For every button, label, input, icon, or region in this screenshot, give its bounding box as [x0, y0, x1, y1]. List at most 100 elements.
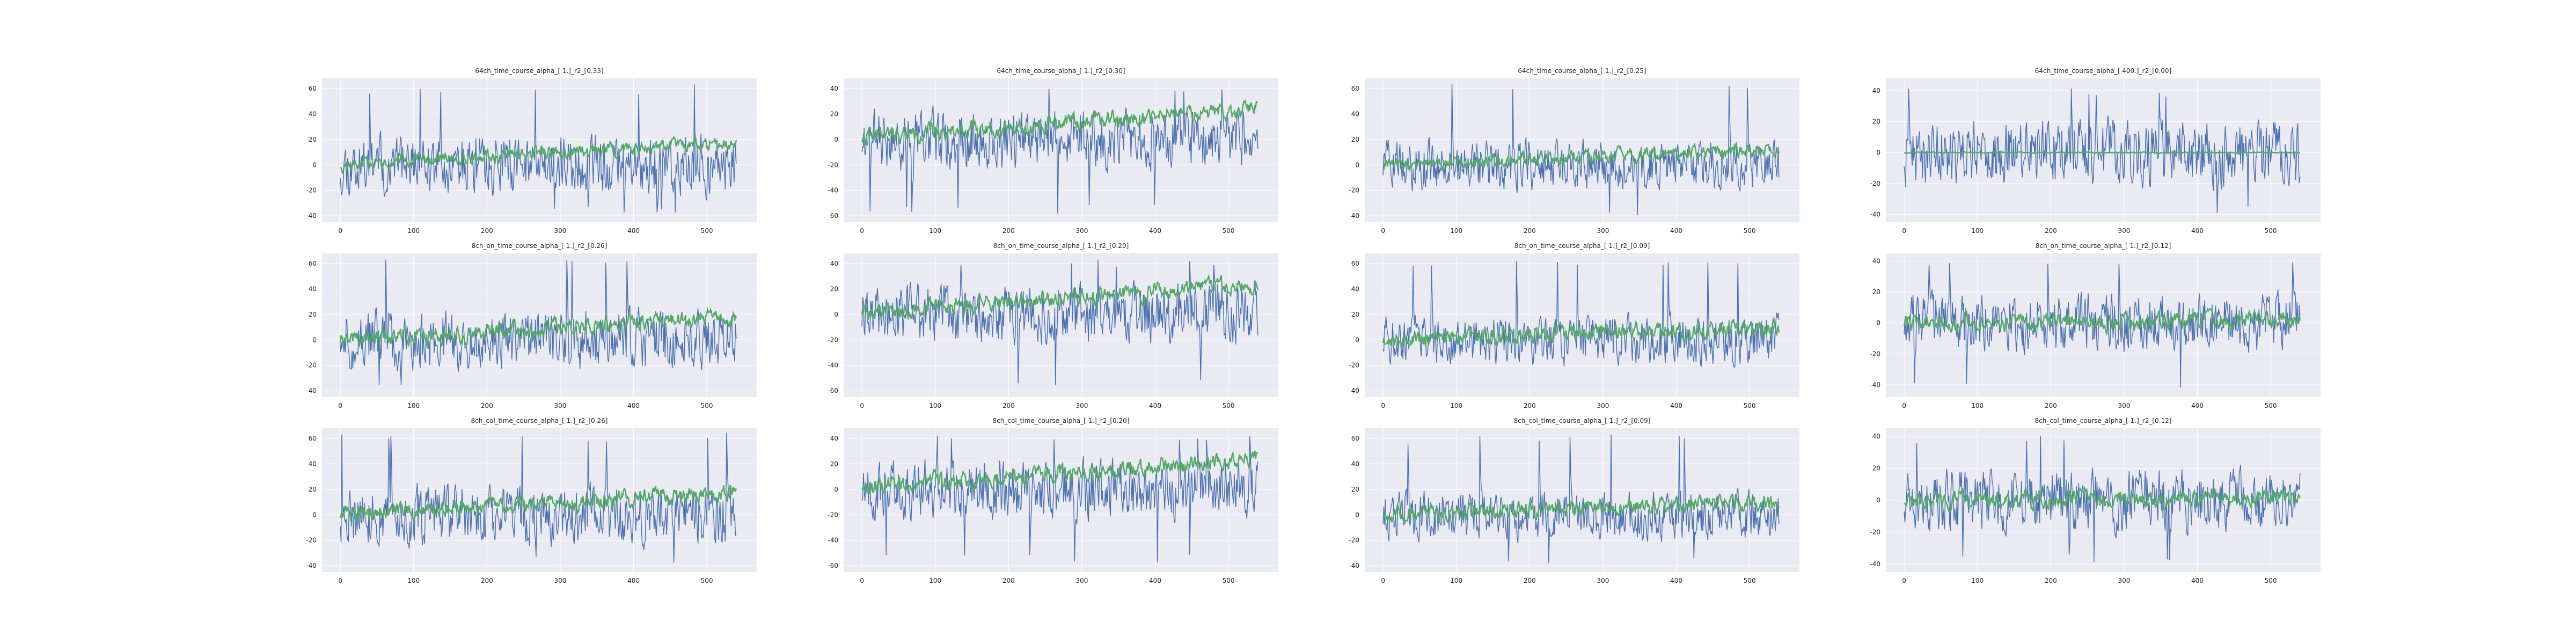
x-tick-label: 100	[1450, 227, 1462, 235]
x-tick-label: 400	[627, 402, 640, 409]
y-tick-label: -40	[1870, 381, 1880, 389]
y-tick-label: 20	[830, 285, 838, 292]
y-tick-label: 40	[830, 435, 838, 442]
x-tick-label: 500	[1744, 402, 1756, 409]
y-tick-label: -20	[306, 537, 317, 544]
y-tick-label: 0	[834, 486, 838, 493]
y-tick-label: -40	[306, 387, 317, 394]
y-tick-label: -20	[1870, 180, 1880, 187]
subplot-7: 0 100 200 300 400 500 -40 -20 0 20 40 60 8ch_on_time…	[1349, 242, 1799, 409]
y-tick-label: 20	[1351, 136, 1359, 143]
x-tick-label: 400	[1149, 577, 1161, 584]
y-tick-label: -20	[1349, 187, 1359, 194]
x-tick-label: 200	[1002, 402, 1015, 409]
y-tick-label: 40	[1872, 87, 1880, 94]
y-tick-label: 0	[1876, 319, 1880, 327]
x-tick-label: 200	[1002, 227, 1015, 235]
subplot-11: 0 100 200 300 400 500 -40 -20 0 20 40 60 8ch_col_tim…	[1349, 417, 1799, 584]
x-tick-label: 400	[627, 227, 640, 235]
y-tick-label: -20	[828, 336, 838, 343]
signal-line	[1382, 84, 1780, 215]
y-tick-label: 40	[830, 260, 838, 267]
x-tick-label: 500	[2265, 227, 2277, 235]
y-tick-label: 0	[1876, 149, 1880, 156]
x-tick-label: 400	[1149, 402, 1161, 409]
x-tick-label: 0	[1902, 577, 1906, 584]
x-tick-label: 0	[860, 402, 864, 409]
subplot-grid: 0 100 200 300 400 500-40-20020406064ch_time_c…	[306, 67, 2321, 584]
y-tick-label: -20	[828, 511, 838, 518]
x-tick-label: 500	[1223, 577, 1235, 584]
x-tick-label: 400	[2191, 227, 2204, 235]
x-tick-label: 200	[2045, 227, 2057, 235]
x-tick-label: 100	[1971, 227, 1984, 235]
axes-background	[322, 253, 757, 397]
smoothed-fit-line	[1382, 141, 1780, 173]
x-tick-label: 200	[481, 402, 493, 409]
y-tick-label: 0	[834, 136, 838, 143]
subplot-2: 0 100 200 300 400 500 -60 -40 -20 0 20 40 64ch_time_…	[828, 67, 1278, 235]
subplot-1: 0 100 200 300 400 500 -40 -20 0 20 40 60 64ch_time_c…	[306, 67, 757, 235]
x-tick-label: 100	[407, 227, 420, 235]
subplot-title: 64ch_time_course_alpha_[ 1.]_r2_[0.25]	[1518, 67, 1646, 75]
axes-background	[844, 253, 1278, 397]
subplot-title: 8ch_on_time_course_alpha_[ 1.]_r2_[0.26]	[472, 242, 608, 250]
x-tick-label: 0	[338, 402, 342, 409]
x-tick-label: 500	[701, 227, 713, 235]
y-tick-label: 20	[1351, 311, 1359, 318]
x-tick-label: 500	[701, 402, 713, 409]
smoothed-fit-line	[339, 485, 737, 523]
y-tick-label: 40	[309, 285, 317, 292]
smoothed-fit-line	[1904, 151, 2300, 155]
x-tick-label: 500	[1744, 577, 1756, 584]
y-tick-label: -20	[1349, 537, 1359, 544]
axes-background	[844, 78, 1278, 222]
y-tick-label: 20	[1872, 118, 1880, 126]
x-tick-label: 300	[554, 577, 566, 584]
x-tick-label: 0	[1381, 402, 1385, 409]
x-tick-label: 300	[1075, 402, 1088, 409]
y-tick-label: 40	[830, 85, 838, 92]
subplot-title: 64ch_time_course_alpha_[ 400.]_r2_[0.00]	[2035, 67, 2172, 75]
subplot-title: 8ch_col_time_course_alpha_[ 1.]_r2_[0.09…	[1514, 417, 1651, 425]
smoothed-fit-line	[340, 133, 737, 174]
y-tick-label: 20	[830, 110, 838, 118]
x-tick-label: 0	[338, 227, 342, 235]
subplot-9: 0 100 200 300 400 500 -40 -20 0 20 40 60 8ch_col_tim…	[306, 417, 757, 584]
y-tick-label: 20	[309, 486, 317, 493]
y-tick-label: 0	[834, 311, 838, 318]
x-tick-label: 200	[2045, 402, 2057, 409]
x-tick-label: 100	[929, 577, 941, 584]
smoothed-fit-line	[1903, 308, 2301, 336]
subplot-title: 64ch_time_course_alpha_[ 1.]_r2_[0.30]	[997, 67, 1125, 75]
y-tick-label: 0	[312, 336, 317, 343]
y-tick-label: 0	[312, 511, 317, 518]
x-tick-label: 0	[860, 577, 864, 584]
x-tick-label: 400	[2191, 402, 2204, 409]
x-tick-label: 200	[1524, 227, 1536, 235]
y-tick-label: -40	[828, 537, 838, 544]
signal-line	[861, 259, 1258, 385]
x-tick-label: 200	[481, 227, 493, 235]
y-tick-label: -40	[1349, 387, 1359, 394]
y-tick-label: 20	[309, 311, 317, 318]
y-tick-label: 60	[1351, 435, 1359, 442]
y-tick-label: 20	[1872, 288, 1880, 296]
subplot-12: 0 100 200 300 400 500 -40 -20 0 20 40 8ch_col_time_…	[1870, 417, 2321, 584]
y-tick-label: 60	[309, 435, 317, 442]
axes-background	[844, 428, 1278, 572]
y-tick-label: 40	[1351, 110, 1359, 118]
x-tick-label: 100	[929, 402, 941, 409]
y-tick-label: -40	[828, 187, 838, 194]
signal-line	[861, 436, 1258, 562]
subplot-title: 8ch_on_time_course_alpha_[ 1.]_r2_[0.20]	[993, 242, 1129, 250]
x-tick-label: 400	[1149, 227, 1161, 235]
x-tick-label: 0	[338, 577, 342, 584]
smoothed-fit-line	[1904, 487, 2301, 514]
x-tick-label: 100	[1971, 577, 1984, 584]
x-tick-label: 200	[1524, 577, 1536, 584]
x-tick-label: 500	[2265, 402, 2277, 409]
y-tick-label: 20	[1872, 464, 1880, 472]
y-tick-label: -20	[828, 161, 838, 169]
x-tick-label: 300	[554, 227, 566, 235]
